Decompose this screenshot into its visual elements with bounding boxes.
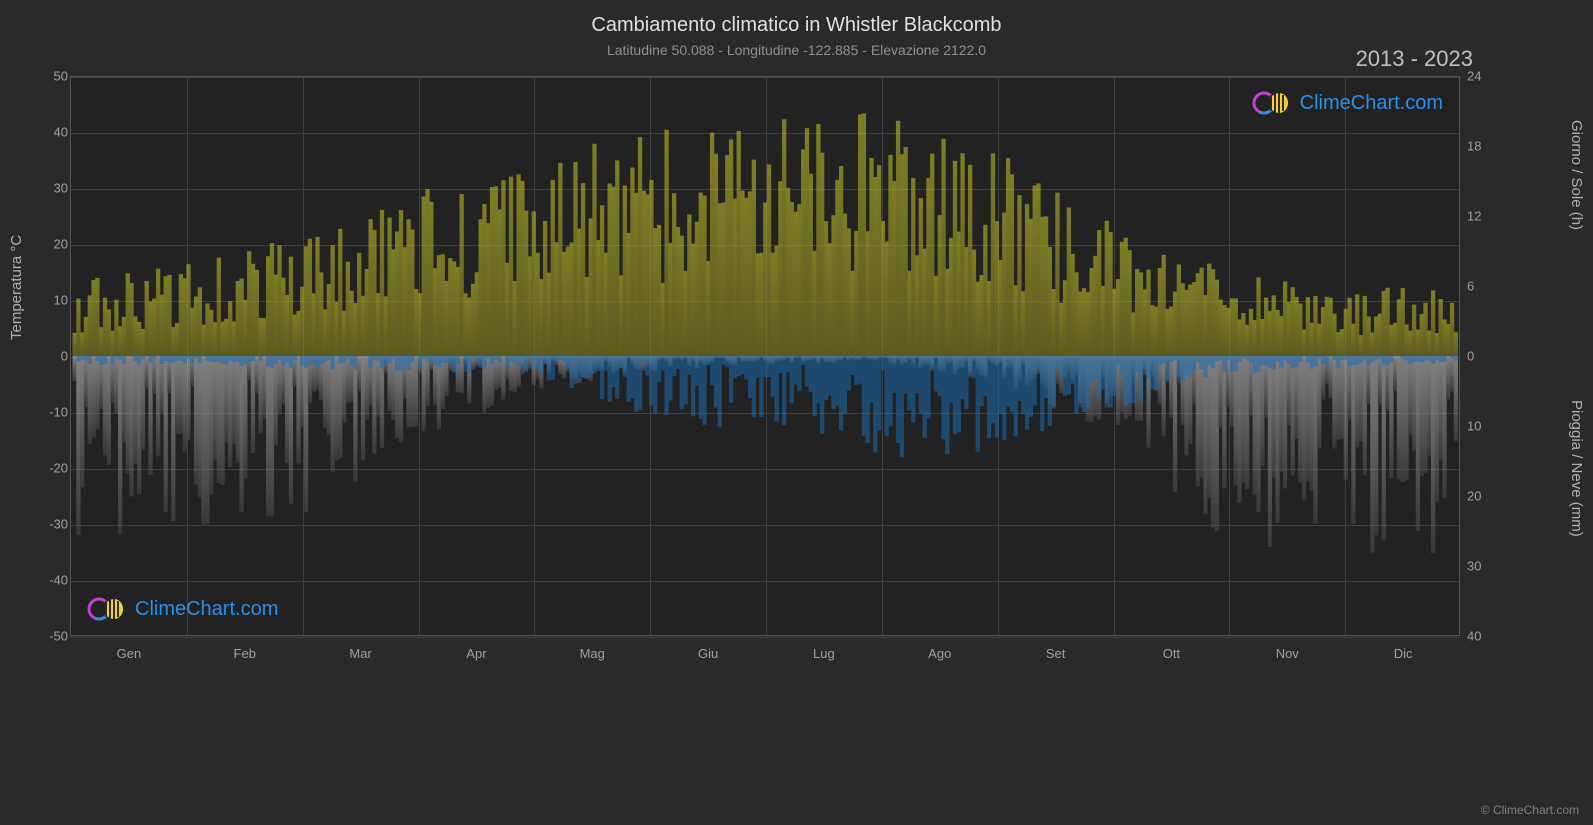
y-tick-left: -50 [42,629,68,644]
x-tick-month: Dic [1394,646,1413,661]
x-tick-month: Lug [813,646,835,661]
gridline-h [71,637,1459,638]
y-tick-right-bottom: 10 [1467,419,1493,434]
chart-subtitle: Latitudine 50.088 - Longitudine -122.885… [0,42,1593,58]
logo-icon [87,595,127,623]
x-tick-month: Nov [1276,646,1299,661]
y-tick-left: 30 [42,181,68,196]
y-tick-right-top: 6 [1467,279,1493,294]
x-tick-month: Ott [1163,646,1180,661]
plot-svg [71,77,1459,635]
y-tick-right-top: 12 [1467,209,1493,224]
y-tick-left: -40 [42,573,68,588]
watermark-text-tr: ClimeChart.com [1300,92,1443,115]
y-tick-right-top: 24 [1467,69,1493,84]
x-tick-month: Apr [466,646,486,661]
y-tick-left: 50 [42,69,68,84]
x-tick-month: Gen [117,646,142,661]
y-axis-right-top-label: Giorno / Sole (h) [1568,120,1585,230]
x-tick-month: Giu [698,646,718,661]
x-tick-month: Feb [234,646,256,661]
y-tick-left: 10 [42,293,68,308]
y-tick-left: 20 [42,237,68,252]
x-tick-month: Set [1046,646,1066,661]
watermark-text-bl: ClimeChart.com [135,598,278,621]
chart-title: Cambiamento climatico in Whistler Blackc… [0,14,1593,37]
copyright: © ClimeChart.com [1481,803,1579,817]
watermark-top-right: ClimeChart.com [1252,89,1443,117]
y-axis-left-label: Temperatura °C [8,235,25,340]
y-tick-left: 0 [42,349,68,364]
y-tick-right-top: 18 [1467,139,1493,154]
y-tick-right-bottom: 40 [1467,629,1493,644]
y-tick-right-bottom: 20 [1467,489,1493,504]
y-tick-left: -10 [42,405,68,420]
logo-icon [1252,89,1292,117]
plot-area: ClimeChart.com ClimeChart.com GenFebMarA… [70,76,1460,636]
x-tick-month: Mag [580,646,605,661]
y-axis-right-bottom-label: Pioggia / Neve (mm) [1568,400,1585,537]
y-tick-right-bottom: 30 [1467,559,1493,574]
x-tick-month: Ago [928,646,951,661]
year-range: 2013 - 2023 [1356,46,1473,72]
climate-chart: Cambiamento climatico in Whistler Blackc… [0,0,1593,825]
y-tick-left: 40 [42,125,68,140]
y-tick-right-top: 0 [1467,349,1493,364]
x-tick-month: Mar [349,646,371,661]
y-tick-left: -30 [42,517,68,532]
y-tick-left: -20 [42,461,68,476]
watermark-bottom-left: ClimeChart.com [87,595,278,623]
